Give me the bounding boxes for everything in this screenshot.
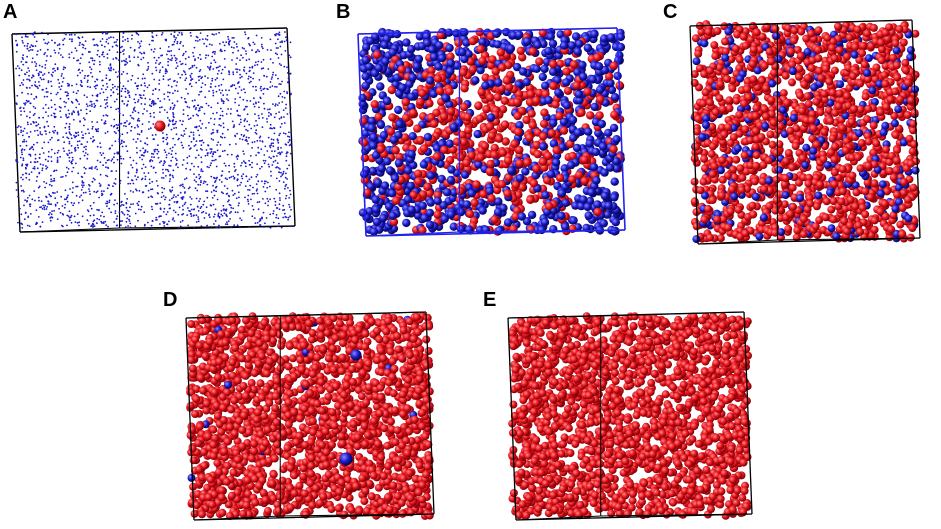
panel-label-b: B (336, 1, 351, 23)
simulation-box-b (357, 27, 626, 237)
panel-label-c: C (663, 1, 678, 23)
simulation-box-a (11, 27, 296, 233)
panel-label-e: E (483, 289, 497, 311)
simulation-box-c (689, 19, 921, 245)
panel-label-d: D (163, 289, 178, 311)
simulation-box-e (507, 311, 753, 521)
simulation-box-d (185, 311, 435, 521)
panel-label-a: A (3, 1, 18, 23)
